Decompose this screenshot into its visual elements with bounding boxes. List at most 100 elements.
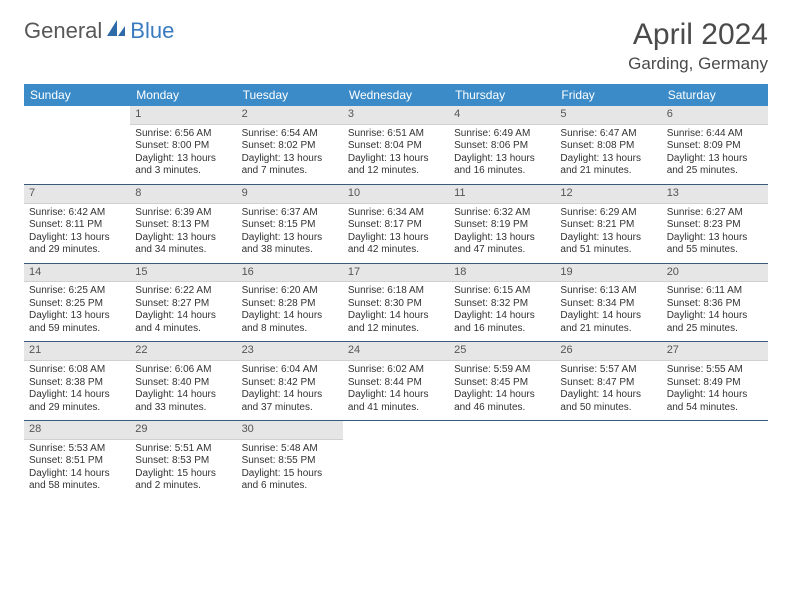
sunrise-text: Sunrise: 6:25 AM [29,285,125,298]
day-number: 12 [555,185,661,204]
calendar-day-cell: 2Sunrise: 6:54 AMSunset: 8:02 PMDaylight… [237,106,343,184]
day-body: Sunrise: 6:56 AMSunset: 8:00 PMDaylight:… [130,125,236,184]
daylight-text-1: Daylight: 13 hours [135,232,231,245]
daylight-text-1: Daylight: 13 hours [454,153,550,166]
calendar-week-row: 14Sunrise: 6:25 AMSunset: 8:25 PMDayligh… [24,263,768,342]
day-number: 21 [24,342,130,361]
calendar-day-cell: 27Sunrise: 5:55 AMSunset: 8:49 PMDayligh… [662,342,768,421]
daylight-text-1: Daylight: 13 hours [560,232,656,245]
day-body: Sunrise: 6:42 AMSunset: 8:11 PMDaylight:… [24,204,130,263]
day-number: 30 [237,421,343,440]
daylight-text-1: Daylight: 14 hours [560,310,656,323]
daylight-text-1: Daylight: 14 hours [454,389,550,402]
day-number: 8 [130,185,236,204]
day-body: Sunrise: 5:57 AMSunset: 8:47 PMDaylight:… [555,361,661,420]
day-body: Sunrise: 6:37 AMSunset: 8:15 PMDaylight:… [237,204,343,263]
calendar-day-cell: 14Sunrise: 6:25 AMSunset: 8:25 PMDayligh… [24,263,130,342]
sunset-text: Sunset: 8:25 PM [29,298,125,311]
weekday-header: Monday [130,84,236,106]
day-body: Sunrise: 5:51 AMSunset: 8:53 PMDaylight:… [130,440,236,499]
calendar-day-cell: 25Sunrise: 5:59 AMSunset: 8:45 PMDayligh… [449,342,555,421]
sunrise-text: Sunrise: 6:06 AM [135,364,231,377]
day-body: Sunrise: 6:15 AMSunset: 8:32 PMDaylight:… [449,282,555,341]
calendar-day-cell: 10Sunrise: 6:34 AMSunset: 8:17 PMDayligh… [343,184,449,263]
sunset-text: Sunset: 8:51 PM [29,455,125,468]
sunset-text: Sunset: 8:08 PM [560,140,656,153]
day-number: 13 [662,185,768,204]
sunrise-text: Sunrise: 6:32 AM [454,207,550,220]
daylight-text-1: Daylight: 14 hours [454,310,550,323]
sunrise-text: Sunrise: 6:47 AM [560,128,656,141]
daylight-text-1: Daylight: 14 hours [29,389,125,402]
logo-text-2: Blue [130,18,174,44]
sunrise-text: Sunrise: 6:37 AM [242,207,338,220]
calendar-day-cell: 3Sunrise: 6:51 AMSunset: 8:04 PMDaylight… [343,106,449,184]
sunset-text: Sunset: 8:32 PM [454,298,550,311]
daylight-text-2: and 55 minutes. [667,244,763,257]
weekday-header: Wednesday [343,84,449,106]
calendar-day-cell: 13Sunrise: 6:27 AMSunset: 8:23 PMDayligh… [662,184,768,263]
daylight-text-2: and 42 minutes. [348,244,444,257]
daylight-text-1: Daylight: 13 hours [348,232,444,245]
daylight-text-2: and 29 minutes. [29,402,125,415]
calendar-day-cell: 7Sunrise: 6:42 AMSunset: 8:11 PMDaylight… [24,184,130,263]
daylight-text-2: and 46 minutes. [454,402,550,415]
daylight-text-1: Daylight: 15 hours [242,468,338,481]
calendar-day-cell: 8Sunrise: 6:39 AMSunset: 8:13 PMDaylight… [130,184,236,263]
daylight-text-2: and 25 minutes. [667,165,763,178]
calendar-day-cell: 19Sunrise: 6:13 AMSunset: 8:34 PMDayligh… [555,263,661,342]
daylight-text-2: and 25 minutes. [667,323,763,336]
sunrise-text: Sunrise: 5:57 AM [560,364,656,377]
sunset-text: Sunset: 8:17 PM [348,219,444,232]
daylight-text-2: and 12 minutes. [348,323,444,336]
header: General Blue April 2024 Garding, Germany [24,18,768,74]
sunrise-text: Sunrise: 6:20 AM [242,285,338,298]
day-body: Sunrise: 6:20 AMSunset: 8:28 PMDaylight:… [237,282,343,341]
sunrise-text: Sunrise: 6:27 AM [667,207,763,220]
daylight-text-1: Daylight: 13 hours [560,153,656,166]
daylight-text-2: and 8 minutes. [242,323,338,336]
weekday-header: Sunday [24,84,130,106]
calendar-day-cell: 22Sunrise: 6:06 AMSunset: 8:40 PMDayligh… [130,342,236,421]
day-body: Sunrise: 6:27 AMSunset: 8:23 PMDaylight:… [662,204,768,263]
weekday-header: Friday [555,84,661,106]
calendar-day-cell: 17Sunrise: 6:18 AMSunset: 8:30 PMDayligh… [343,263,449,342]
calendar-day-cell: 12Sunrise: 6:29 AMSunset: 8:21 PMDayligh… [555,184,661,263]
sunset-text: Sunset: 8:02 PM [242,140,338,153]
sunrise-text: Sunrise: 5:51 AM [135,443,231,456]
sunset-text: Sunset: 8:21 PM [560,219,656,232]
sunrise-text: Sunrise: 6:08 AM [29,364,125,377]
calendar-day-cell: 11Sunrise: 6:32 AMSunset: 8:19 PMDayligh… [449,184,555,263]
day-number: 9 [237,185,343,204]
calendar-day-cell: 18Sunrise: 6:15 AMSunset: 8:32 PMDayligh… [449,263,555,342]
location: Garding, Germany [628,54,768,74]
sunrise-text: Sunrise: 6:56 AM [135,128,231,141]
weekday-row: Sunday Monday Tuesday Wednesday Thursday… [24,84,768,106]
calendar-day-cell [555,421,661,499]
daylight-text-1: Daylight: 14 hours [348,389,444,402]
sunrise-text: Sunrise: 6:11 AM [667,285,763,298]
day-number: 23 [237,342,343,361]
day-number: 11 [449,185,555,204]
day-number: 20 [662,264,768,283]
day-number: 4 [449,106,555,125]
calendar-day-cell [449,421,555,499]
daylight-text-1: Daylight: 14 hours [242,310,338,323]
daylight-text-2: and 54 minutes. [667,402,763,415]
day-body: Sunrise: 6:02 AMSunset: 8:44 PMDaylight:… [343,361,449,420]
sunrise-text: Sunrise: 5:55 AM [667,364,763,377]
sunrise-text: Sunrise: 6:42 AM [29,207,125,220]
sunset-text: Sunset: 8:36 PM [667,298,763,311]
sunrise-text: Sunrise: 6:44 AM [667,128,763,141]
daylight-text-1: Daylight: 13 hours [348,153,444,166]
calendar-week-row: 1Sunrise: 6:56 AMSunset: 8:00 PMDaylight… [24,106,768,184]
day-body: Sunrise: 6:11 AMSunset: 8:36 PMDaylight:… [662,282,768,341]
sunrise-text: Sunrise: 6:04 AM [242,364,338,377]
sunset-text: Sunset: 8:53 PM [135,455,231,468]
day-number: 6 [662,106,768,125]
daylight-text-2: and 59 minutes. [29,323,125,336]
sunset-text: Sunset: 8:44 PM [348,377,444,390]
calendar-day-cell: 5Sunrise: 6:47 AMSunset: 8:08 PMDaylight… [555,106,661,184]
day-number: 10 [343,185,449,204]
day-body: Sunrise: 6:49 AMSunset: 8:06 PMDaylight:… [449,125,555,184]
